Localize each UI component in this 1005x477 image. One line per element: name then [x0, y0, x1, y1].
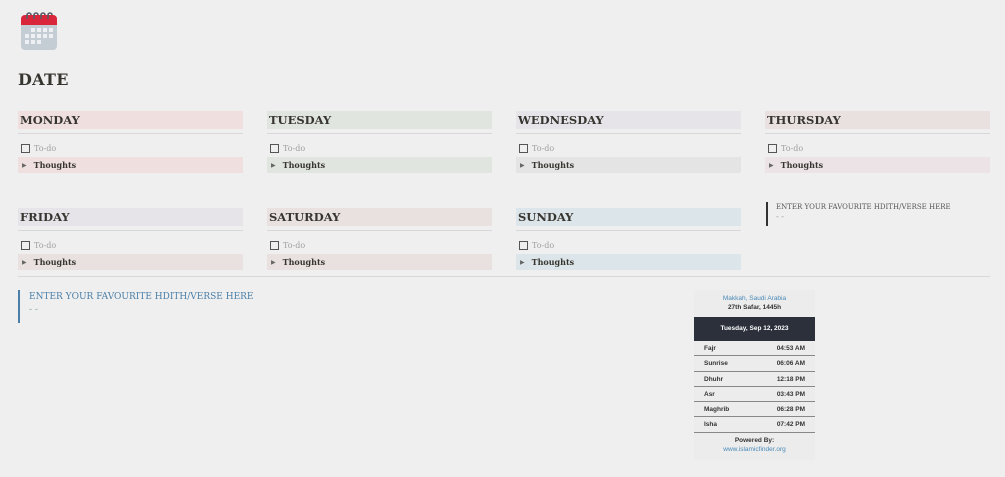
prayer-name: Isha [704, 421, 718, 429]
day-monday: MONDAY To-do ▶ Thoughts [18, 111, 243, 173]
thoughts-label: Thoughts [282, 257, 326, 267]
prayer-row: Maghrib 06:28 PM [694, 402, 815, 418]
toggle-triangle-icon[interactable]: ▶ [769, 161, 774, 169]
thoughts-label: Thoughts [780, 160, 824, 170]
day-sunday: SUNDAY To-do ▶ Thoughts [516, 208, 741, 270]
thoughts-toggle[interactable]: ▶ Thoughts [516, 157, 741, 173]
todo-item[interactable]: To-do [765, 142, 990, 154]
todo-item[interactable]: To-do [516, 142, 741, 154]
toggle-triangle-icon[interactable]: ▶ [271, 161, 276, 169]
prayer-name: Dhuhr [704, 375, 724, 383]
prayer-times-widget: Makkah, Saudi Arabia 27th Safar, 1445h T… [694, 290, 815, 460]
prayer-time: 07:42 PM [776, 421, 805, 429]
day-heading[interactable]: SUNDAY [516, 208, 741, 226]
todo-item[interactable]: To-do [267, 239, 492, 251]
day-heading[interactable]: FRIDAY [18, 208, 243, 226]
verse-text: ENTER YOUR FAVOURITE HDITH/VERSE HERE [29, 292, 254, 302]
day-wednesday: WEDNESDAY To-do ▶ Thoughts [516, 111, 741, 173]
thoughts-label: Thoughts [282, 160, 326, 170]
todo-placeholder[interactable]: To-do [532, 143, 555, 153]
toggle-triangle-icon[interactable]: ▶ [22, 258, 27, 266]
islamicfinder-link[interactable]: www.islamicfinder.org [723, 445, 786, 453]
thoughts-toggle[interactable]: ▶ Thoughts [267, 157, 492, 173]
todo-placeholder[interactable]: To-do [34, 240, 57, 250]
divider [516, 230, 741, 231]
hijri-date: 27th Safar, 1445h [727, 304, 782, 311]
todo-placeholder[interactable]: To-do [34, 143, 57, 153]
day-heading[interactable]: SATURDAY [267, 208, 492, 226]
divider [516, 133, 741, 134]
calendar-icon [21, 12, 57, 50]
day-thursday: THURSDAY To-do ▶ Thoughts [765, 111, 990, 173]
day-saturday: SATURDAY To-do ▶ Thoughts [267, 208, 492, 270]
checkbox[interactable] [21, 143, 30, 153]
toggle-triangle-icon[interactable]: ▶ [271, 258, 276, 266]
toggle-triangle-icon[interactable]: ▶ [22, 161, 27, 169]
section-divider [18, 276, 990, 277]
thoughts-label: Thoughts [531, 160, 575, 170]
prayer-time: 04:53 AM [776, 345, 805, 352]
prayer-time: 12:18 PM [776, 375, 805, 383]
divider [267, 230, 492, 231]
todo-placeholder[interactable]: To-do [283, 240, 306, 250]
divider [18, 133, 243, 134]
checkbox[interactable] [768, 143, 777, 153]
toggle-triangle-icon[interactable]: ▶ [520, 161, 525, 169]
checkbox[interactable] [519, 143, 528, 153]
checkbox[interactable] [270, 240, 279, 250]
todo-item[interactable]: To-do [516, 239, 741, 251]
prayer-row: Asr 03:43 PM [694, 387, 815, 403]
prayer-row: Fajr 04:53 AM [694, 341, 815, 357]
toggle-triangle-icon[interactable]: ▶ [520, 258, 525, 266]
page-title: DATE [18, 70, 69, 89]
verse-callout-side[interactable]: ENTER YOUR FAVOURITE HDITH/VERSE HERE - … [766, 202, 951, 226]
prayer-row: Dhuhr 12:18 PM [694, 372, 815, 387]
verse-text: ENTER YOUR FAVOURITE HDITH/VERSE HERE [776, 203, 951, 211]
day-tuesday: TUESDAY To-do ▶ Thoughts [267, 111, 492, 173]
day-heading[interactable]: WEDNESDAY [516, 111, 741, 129]
thoughts-toggle[interactable]: ▶ Thoughts [516, 254, 741, 270]
location[interactable]: Makkah, Saudi Arabia [722, 295, 787, 302]
powered-by: Powered By: [734, 436, 775, 444]
checkbox[interactable] [21, 240, 30, 250]
todo-item[interactable]: To-do [267, 142, 492, 154]
todo-item[interactable]: To-do [18, 142, 243, 154]
thoughts-toggle[interactable]: ▶ Thoughts [18, 157, 243, 173]
prayer-name: Fajr [704, 345, 716, 352]
prayer-time: 03:43 PM [776, 390, 805, 398]
todo-item[interactable]: To-do [18, 239, 243, 251]
verse-placeholder: - - [29, 305, 38, 315]
divider [267, 133, 492, 134]
todo-placeholder[interactable]: To-do [781, 143, 804, 153]
verse-placeholder: - - [776, 212, 784, 221]
thoughts-label: Thoughts [531, 257, 575, 267]
thoughts-label: Thoughts [33, 257, 77, 267]
thoughts-toggle[interactable]: ▶ Thoughts [18, 254, 243, 270]
checkbox[interactable] [519, 240, 528, 250]
verse-callout-main[interactable]: ENTER YOUR FAVOURITE HDITH/VERSE HERE - … [18, 290, 254, 323]
todo-placeholder[interactable]: To-do [532, 240, 555, 250]
day-heading[interactable]: MONDAY [18, 111, 243, 129]
thoughts-label: Thoughts [33, 160, 77, 170]
checkbox[interactable] [270, 143, 279, 153]
prayer-row: Isha 07:42 PM [694, 417, 815, 433]
prayer-name: Asr [704, 390, 715, 398]
prayer-time: 06:28 PM [776, 406, 805, 414]
prayer-name: Maghrib [704, 406, 730, 414]
day-friday: FRIDAY To-do ▶ Thoughts [18, 208, 243, 270]
prayer-row: Sunrise 06:06 AM [694, 356, 815, 372]
divider [765, 133, 990, 134]
gregorian-date: Tuesday, Sep 12, 2023 [694, 317, 815, 341]
thoughts-toggle[interactable]: ▶ Thoughts [765, 157, 990, 173]
todo-placeholder[interactable]: To-do [283, 143, 306, 153]
prayer-name: Sunrise [704, 360, 728, 368]
day-heading[interactable]: TUESDAY [267, 111, 492, 129]
divider [18, 230, 243, 231]
thoughts-toggle[interactable]: ▶ Thoughts [267, 254, 492, 270]
day-heading[interactable]: THURSDAY [765, 111, 990, 129]
prayer-time: 06:06 AM [776, 360, 805, 368]
